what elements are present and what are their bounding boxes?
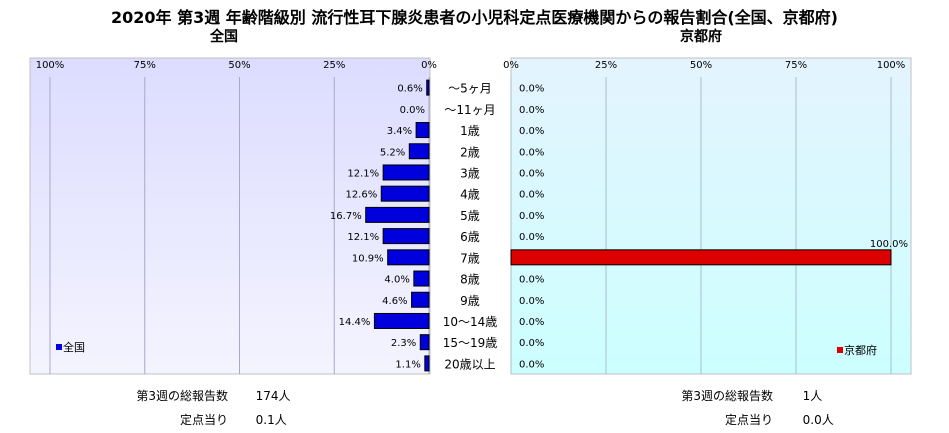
national-legend-label: 全国 <box>63 340 85 354</box>
national-bar <box>411 291 430 308</box>
national-total-label: 第3週の総報告数 <box>136 389 228 403</box>
national-value-label: 12.1% <box>347 168 379 179</box>
kyoto-per-label: 定点当り <box>724 413 773 427</box>
national-panel-title: 全国 <box>210 29 238 45</box>
national-bar <box>413 270 430 287</box>
kyoto-value-label: 0.0% <box>519 338 544 349</box>
age-category-label: 2歳 <box>460 145 480 159</box>
national-bar <box>387 249 430 266</box>
kyoto-value-label: 0.0% <box>519 275 544 286</box>
national-value-label: 0.6% <box>397 84 422 95</box>
kyoto-legend-swatch <box>837 347 843 353</box>
national-legend-swatch <box>56 344 62 350</box>
national-total: 第3週の総報告数 174人 <box>100 387 291 404</box>
national-bar <box>365 206 430 223</box>
national-bar <box>408 143 430 160</box>
kyoto-bar <box>510 249 892 266</box>
kyoto-value-label: 0.0% <box>519 105 544 116</box>
national-value-label: 16.7% <box>330 211 362 222</box>
kyoto-x-tick-label: 50% <box>690 60 712 71</box>
national-value-label: 5.2% <box>380 147 405 158</box>
age-category-label: 1歳 <box>460 124 480 138</box>
national-bar <box>380 185 430 202</box>
national-value-label: 0.0% <box>400 105 425 116</box>
national-x-tick-label: 25% <box>323 60 345 71</box>
kyoto-total: 第3週の総報告数 1人 <box>650 387 822 404</box>
age-category-label: 8歳 <box>460 273 480 287</box>
chart-title: 2020年 第3週 年齢階級別 流行性耳下腺炎患者の小児科定点医療機関からの報告… <box>110 8 838 27</box>
national-per-value: 0.1人 <box>255 413 287 427</box>
kyoto-value-label: 0.0% <box>519 211 544 222</box>
national-per-site: 定点当り 0.1人 <box>100 411 287 428</box>
kyoto-x-tick-label: 0% <box>503 60 519 71</box>
kyoto-value-label: 0.0% <box>519 84 544 95</box>
national-bar <box>382 164 430 181</box>
age-category-label: 3歳 <box>460 166 480 180</box>
national-total-value: 174人 <box>255 389 291 403</box>
national-plot-area <box>29 57 431 375</box>
national-bar <box>382 228 430 245</box>
kyoto-x-tick-label: 75% <box>785 60 807 71</box>
age-category-label: 10～14歳 <box>443 315 498 329</box>
kyoto-plot-area <box>510 57 912 375</box>
age-category-label: 20歳以上 <box>444 357 495 371</box>
age-category-label: 4歳 <box>460 188 480 202</box>
kyoto-value-label: 0.0% <box>519 126 544 137</box>
kyoto-per-value: 0.0人 <box>802 413 834 427</box>
kyoto-value-label: 0.0% <box>519 147 544 158</box>
national-value-label: 12.6% <box>345 190 377 201</box>
kyoto-value-label: 0.0% <box>519 317 544 328</box>
kyoto-value-label: 100.0% <box>870 239 908 250</box>
national-bar <box>419 334 430 351</box>
national-bar <box>424 355 430 372</box>
age-category-label: 7歳 <box>460 251 480 265</box>
national-value-label: 3.4% <box>387 126 412 137</box>
kyoto-value-label: 0.0% <box>519 296 544 307</box>
age-category-label: ～11ヶ月 <box>444 103 495 117</box>
national-value-label: 2.3% <box>391 338 416 349</box>
national-value-label: 12.1% <box>347 232 379 243</box>
kyoto-value-label: 0.0% <box>519 359 544 370</box>
kyoto-legend-label: 京都府 <box>844 343 877 357</box>
age-category-label: 15～19歳 <box>443 336 498 350</box>
national-x-tick-label: 0% <box>421 60 437 71</box>
age-category-label: 5歳 <box>460 209 480 223</box>
kyoto-total-value: 1人 <box>802 389 823 403</box>
kyoto-value-label: 0.0% <box>519 232 544 243</box>
national-bar <box>373 312 430 329</box>
national-value-label: 4.0% <box>384 275 409 286</box>
kyoto-x-tick-label: 25% <box>595 60 617 71</box>
national-x-tick-label: 75% <box>134 60 156 71</box>
national-bar <box>426 79 430 96</box>
national-value-label: 4.6% <box>382 296 407 307</box>
national-value-label: 14.4% <box>339 317 371 328</box>
kyoto-panel-title: 京都府 <box>680 29 722 45</box>
age-category-label: 9歳 <box>460 294 480 308</box>
national-x-tick-label: 50% <box>228 60 250 71</box>
age-category-label: 6歳 <box>460 230 480 244</box>
kyoto-x-tick-label: 100% <box>877 60 906 71</box>
national-per-label: 定点当り <box>179 413 228 427</box>
kyoto-total-label: 第3週の総報告数 <box>681 389 773 403</box>
kyoto-value-label: 0.0% <box>519 168 544 179</box>
national-value-label: 10.9% <box>352 253 384 264</box>
national-x-tick-label: 100% <box>36 60 65 71</box>
national-value-label: 1.1% <box>395 359 420 370</box>
age-category-label: ～5ヶ月 <box>448 82 492 96</box>
kyoto-per-site: 定点当り 0.0人 <box>650 411 834 428</box>
national-bar <box>415 122 430 139</box>
kyoto-value-label: 0.0% <box>519 190 544 201</box>
